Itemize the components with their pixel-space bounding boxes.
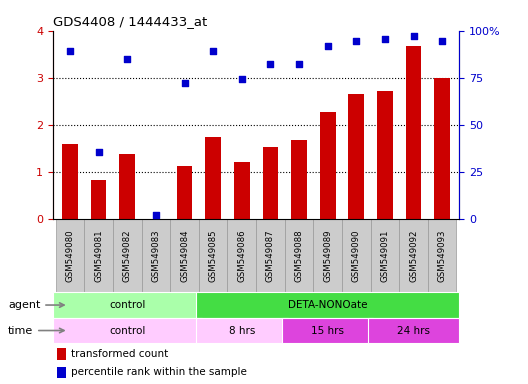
Bar <box>435 78 450 218</box>
Bar <box>262 147 278 218</box>
Text: GSM549087: GSM549087 <box>266 230 275 282</box>
Text: GDS4408 / 1444433_at: GDS4408 / 1444433_at <box>53 15 207 28</box>
Text: control: control <box>109 300 145 310</box>
Bar <box>62 144 78 218</box>
Bar <box>53 318 202 343</box>
Point <box>66 48 74 54</box>
Bar <box>348 94 364 218</box>
Text: 15 hrs: 15 hrs <box>311 326 344 336</box>
Bar <box>53 292 202 318</box>
Text: GSM549088: GSM549088 <box>295 230 304 282</box>
Point <box>123 56 131 62</box>
Bar <box>199 218 228 292</box>
Bar <box>57 348 66 360</box>
Bar <box>320 112 335 218</box>
Point <box>152 212 160 218</box>
Bar <box>342 218 371 292</box>
Bar <box>228 218 256 292</box>
Text: 24 hrs: 24 hrs <box>397 326 430 336</box>
Bar <box>256 218 285 292</box>
Point <box>266 61 275 67</box>
Point <box>238 76 246 82</box>
Point <box>409 33 418 40</box>
Bar <box>285 218 313 292</box>
Bar <box>406 46 421 218</box>
Text: GSM549080: GSM549080 <box>65 230 74 282</box>
Text: GSM549092: GSM549092 <box>409 230 418 282</box>
Text: GSM549083: GSM549083 <box>152 230 161 282</box>
Text: GSM549084: GSM549084 <box>180 230 189 282</box>
Text: GSM549085: GSM549085 <box>209 230 218 282</box>
Bar <box>377 91 393 218</box>
Bar <box>91 180 107 218</box>
Text: agent: agent <box>8 300 64 310</box>
Bar <box>291 140 307 218</box>
Point <box>95 149 103 155</box>
Bar <box>234 162 250 218</box>
Bar <box>282 318 373 343</box>
Bar <box>371 218 399 292</box>
Text: GSM549082: GSM549082 <box>122 230 132 282</box>
Bar <box>170 218 199 292</box>
Text: GSM549091: GSM549091 <box>380 230 390 282</box>
Bar <box>119 154 135 218</box>
Bar <box>142 218 170 292</box>
Bar <box>399 218 428 292</box>
Bar <box>428 218 457 292</box>
Text: DETA-NONOate: DETA-NONOate <box>288 300 367 310</box>
Point <box>209 48 218 54</box>
Bar <box>84 218 113 292</box>
Bar <box>55 218 84 292</box>
Bar <box>313 218 342 292</box>
Point <box>180 80 188 86</box>
Point <box>324 43 332 49</box>
Point <box>438 38 446 44</box>
Text: GSM549093: GSM549093 <box>438 230 447 282</box>
Bar <box>196 318 288 343</box>
Text: GSM549089: GSM549089 <box>323 230 332 282</box>
Text: 8 hrs: 8 hrs <box>229 326 255 336</box>
Point <box>295 61 303 67</box>
Text: transformed count: transformed count <box>71 349 168 359</box>
Text: GSM549090: GSM549090 <box>352 230 361 282</box>
Bar <box>177 166 192 218</box>
Text: control: control <box>109 326 145 336</box>
Text: time: time <box>8 326 64 336</box>
Bar <box>196 292 459 318</box>
Text: GSM549081: GSM549081 <box>94 230 103 282</box>
Point <box>381 36 389 42</box>
Bar <box>113 218 142 292</box>
Text: percentile rank within the sample: percentile rank within the sample <box>71 367 247 377</box>
Text: GSM549086: GSM549086 <box>237 230 246 282</box>
Bar <box>205 137 221 218</box>
Bar <box>367 318 459 343</box>
Point <box>352 38 361 44</box>
Bar <box>57 366 66 378</box>
